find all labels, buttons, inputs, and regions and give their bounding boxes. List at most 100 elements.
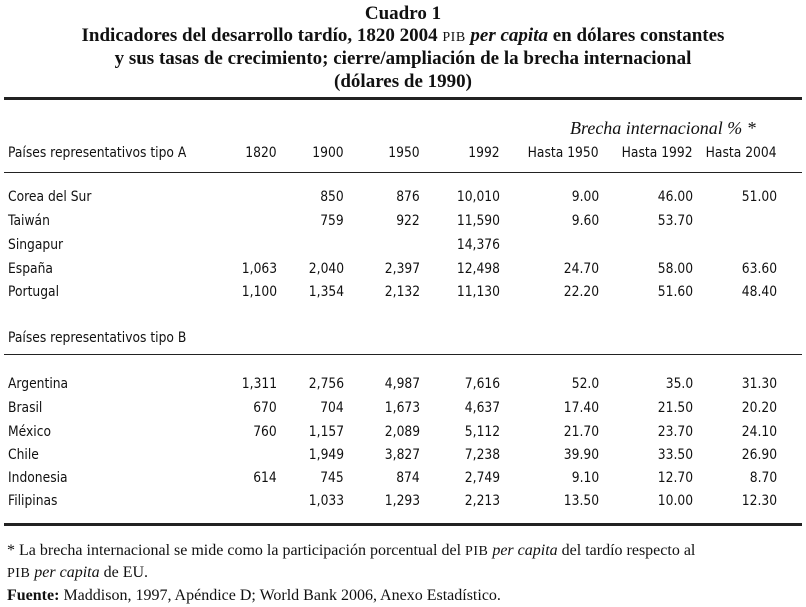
value-cell: 11,590 [456, 213, 500, 229]
value-cell: 46.00 [657, 189, 693, 205]
value-cell: 2,089 [384, 424, 420, 440]
value-cell: 7,616 [464, 376, 500, 392]
col-header: 1820 [245, 145, 277, 161]
source-note: Fuente: Maddison, 1997, Apéndice D; Worl… [7, 585, 501, 607]
table-row: Chile 1,949 3,827 7,238 39.90 33.50 26.9… [0, 444, 806, 466]
footnote-text-end: del tardío respecto al [557, 542, 696, 559]
footnote-per-capita-2: per capita [30, 564, 100, 581]
col-header: Hasta 1950 [528, 145, 599, 161]
value-cell: 2,040 [308, 261, 344, 277]
country-name: Portugal [8, 284, 60, 300]
value-cell: 14,376 [456, 237, 500, 253]
col-header: Hasta 1992 [622, 145, 693, 161]
value-cell: 12,498 [456, 261, 500, 277]
value-cell: 614 [253, 470, 277, 486]
value-cell: 874 [396, 470, 420, 486]
footnote: * La brecha internacional se mide como l… [7, 540, 695, 563]
value-cell: 9.60 [571, 213, 599, 229]
title-text-b: en dólares constantes [548, 25, 725, 46]
table-row: Taiwán 759 922 11,590 9.60 53.70 [0, 210, 806, 232]
value-cell: 58.00 [657, 261, 693, 277]
value-cell: 17.40 [563, 400, 599, 416]
value-cell: 4,987 [384, 376, 420, 392]
value-cell: 10,010 [456, 189, 500, 205]
value-cell: 1,311 [241, 376, 277, 392]
footnote-pib-2: PIB [7, 566, 31, 581]
header-rule [4, 172, 802, 173]
group-b-rule [4, 354, 802, 355]
table-row: España 1,063 2,040 2,397 12,498 24.70 58… [0, 258, 806, 280]
value-cell: 1,033 [308, 493, 344, 509]
value-cell: 2,749 [464, 470, 500, 486]
footnote-per-capita: per capita [488, 542, 558, 559]
top-rule [4, 97, 802, 100]
value-cell: 1,293 [384, 493, 420, 509]
value-cell: 51.60 [657, 284, 693, 300]
value-cell: 13.50 [563, 493, 599, 509]
value-cell: 63.60 [741, 261, 777, 277]
footnote-continued: PIB per capita de EU. [7, 562, 148, 585]
value-cell: 1,949 [308, 447, 344, 463]
country-name: España [8, 261, 53, 277]
footnote-text: * La brecha internacional se mide como l… [7, 542, 466, 559]
value-cell: 52.0 [571, 376, 599, 392]
value-cell: 670 [253, 400, 277, 416]
value-cell: 20.20 [741, 400, 777, 416]
value-cell: 51.00 [741, 189, 777, 205]
group-b-row: Países representativos tipo B [0, 327, 806, 349]
value-cell: 704 [320, 400, 344, 416]
value-cell: 11,130 [456, 284, 500, 300]
value-cell: 876 [396, 189, 420, 205]
source-text: Maddison, 1997, Apéndice D; World Bank 2… [59, 587, 501, 604]
country-name: Corea del Sur [8, 189, 92, 205]
gap-caption: Brecha internacional % * [570, 118, 756, 138]
source-label: Fuente: [7, 587, 60, 604]
value-cell: 22.20 [563, 284, 599, 300]
table-row: Argentina 1,311 2,756 4,987 7,616 52.0 3… [0, 373, 806, 395]
header-row: Países representativos tipo A 1820 1900 … [0, 142, 806, 164]
value-cell: 922 [396, 213, 420, 229]
table-number: Cuadro 1 [364, 3, 442, 24]
value-cell: 2,756 [308, 376, 344, 392]
value-cell: 4,637 [464, 400, 500, 416]
value-cell: 5,112 [464, 424, 500, 440]
country-name: Singapur [8, 237, 64, 253]
country-name: Filipinas [8, 493, 58, 509]
value-cell: 12.70 [657, 470, 693, 486]
value-cell: 1,063 [241, 261, 277, 277]
title-per-capita: per capita [465, 25, 548, 46]
value-cell: 26.90 [741, 447, 777, 463]
value-cell: 10.00 [657, 493, 693, 509]
country-name: Chile [8, 447, 39, 463]
value-cell: 35.0 [665, 376, 693, 392]
bottom-rule [4, 523, 802, 526]
col-header: 1950 [388, 145, 420, 161]
value-cell: 12.30 [741, 493, 777, 509]
value-cell: 2,132 [384, 284, 420, 300]
value-cell: 9.10 [571, 470, 599, 486]
country-name: Indonesia [8, 470, 68, 486]
country-name: Brasil [8, 400, 43, 416]
value-cell: 24.70 [563, 261, 599, 277]
value-cell: 760 [253, 424, 277, 440]
group-a-header: Países representativos tipo A [8, 145, 187, 161]
value-cell: 21.70 [563, 424, 599, 440]
value-cell: 3,827 [384, 447, 420, 463]
value-cell: 2,397 [384, 261, 420, 277]
value-cell: 23.70 [657, 424, 693, 440]
col-header: Hasta 2004 [706, 145, 777, 161]
value-cell: 9.00 [571, 189, 599, 205]
value-cell: 850 [320, 189, 344, 205]
table-row: Singapur 14,376 [0, 234, 806, 256]
value-cell: 8.70 [749, 470, 777, 486]
table-row: Indonesia 614 745 874 2,749 9.10 12.70 8… [0, 467, 806, 489]
group-b-header: Países representativos tipo B [8, 330, 187, 346]
value-cell: 53.70 [657, 213, 693, 229]
value-cell: 24.10 [741, 424, 777, 440]
footnote-text-eu: de EU. [99, 564, 149, 581]
value-cell: 21.50 [657, 400, 693, 416]
table-row: Portugal 1,100 1,354 2,132 11,130 22.20 … [0, 281, 806, 303]
country-name: México [8, 424, 52, 440]
value-cell: 1,354 [308, 284, 344, 300]
table-row: Corea del Sur 850 876 10,010 9.00 46.00 … [0, 186, 806, 208]
